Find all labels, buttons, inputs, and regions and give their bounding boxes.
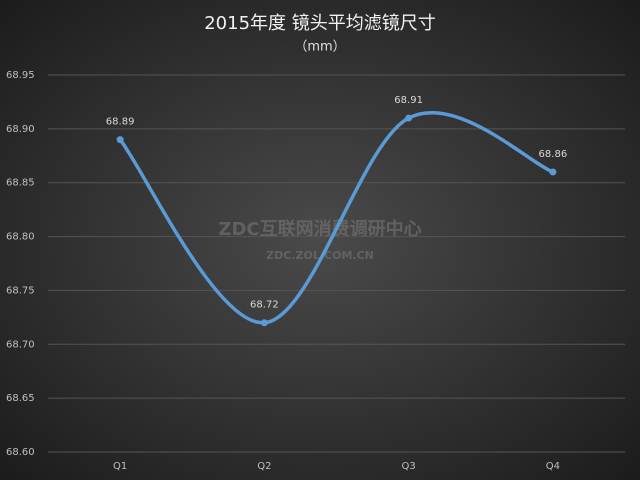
chart-subtitle: （mm） [294,40,345,55]
x-tick-label: Q4 [546,461,560,472]
data-label: 68.72 [250,300,279,311]
y-tick-label: 68.80 [6,232,35,243]
data-label: 68.91 [394,95,423,106]
x-tick-label: Q1 [113,461,127,472]
watermark: ZDC互联网消费调研中心 [218,218,421,240]
data-label: 68.89 [106,117,135,128]
data-label: 68.86 [539,149,568,160]
y-tick-label: 68.90 [6,124,35,135]
point [549,168,557,176]
x-tick-label: Q3 [402,461,416,472]
y-tick-label: 68.60 [6,447,35,458]
y-tick-label: 68.70 [6,339,35,350]
series-line [118,110,555,325]
y-tick-label: 68.65 [6,393,35,404]
y-tick-label: 68.75 [6,285,35,296]
y-tick-label: 68.95 [6,70,35,81]
x-tick-label: Q2 [257,461,271,472]
point [260,319,268,327]
watermark: ZDC.ZOL.COM.CN [266,249,374,262]
point [116,136,124,144]
chart-title: 2015年度 镜头平均滤镜尺寸 [204,13,436,34]
point [405,114,413,122]
y-tick-label: 68.85 [6,178,35,189]
